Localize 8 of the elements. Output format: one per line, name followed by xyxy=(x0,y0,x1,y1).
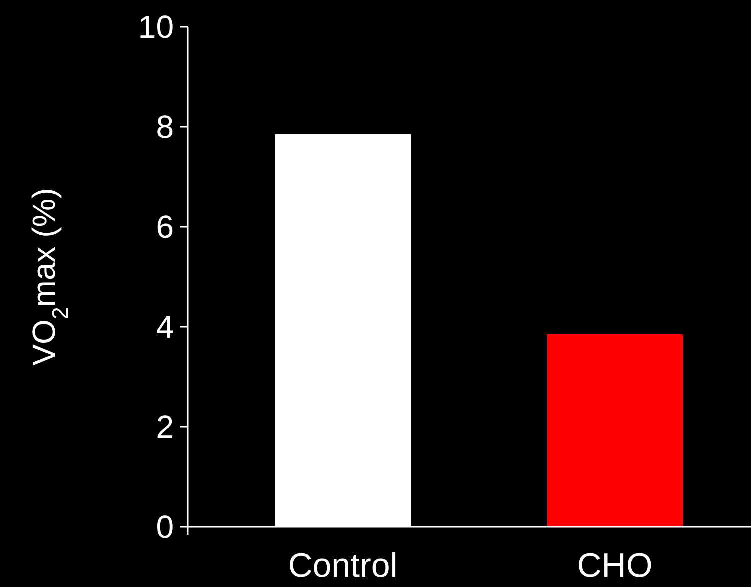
y-tick-label: 10 xyxy=(138,9,174,46)
x-tick-label: CHO xyxy=(577,547,653,585)
y-tick-label: 8 xyxy=(156,109,174,146)
y-tick-label: 0 xyxy=(156,509,174,546)
y-tick-label: 4 xyxy=(156,309,174,346)
x-tick-label: Control xyxy=(288,547,398,585)
y-tick-label: 6 xyxy=(156,209,174,246)
y-tick-label: 2 xyxy=(156,409,174,446)
